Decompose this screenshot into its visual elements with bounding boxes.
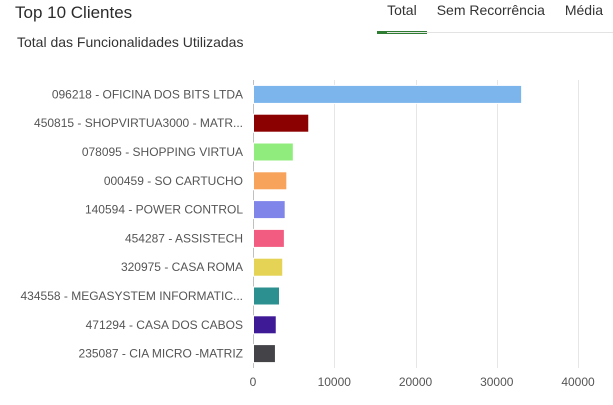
tab-media[interactable]: Média	[564, 2, 603, 18]
category-label: 140594 - POWER CONTROL	[85, 203, 243, 217]
bar	[253, 142, 294, 162]
bar	[253, 286, 280, 306]
category-label-layer: 096218 - OFICINA DOS BITS LTDA 450815 - S…	[21, 87, 244, 360]
bar	[253, 315, 277, 335]
x-tick-label: 20000	[399, 375, 433, 389]
bar	[253, 113, 310, 133]
x-tick-label: 40000	[561, 375, 595, 389]
category-label: 454287 - ASSISTECH	[125, 231, 243, 245]
category-label: 450815 - SHOPVIRTUA3000 - MATR...	[34, 116, 243, 130]
x-tick-label: 0	[250, 375, 257, 389]
bar	[253, 171, 288, 191]
bar	[253, 200, 286, 220]
x-tick-label: 30000	[480, 375, 514, 389]
bar	[253, 257, 284, 277]
tabs-divider	[387, 32, 613, 33]
category-label: 320975 - CASA ROMA	[121, 260, 243, 274]
category-label: 096218 - OFICINA DOS BITS LTDA	[52, 87, 243, 101]
category-label: 235087 - CIA MICRO -MATRIZ	[79, 347, 243, 361]
view-tabs: Total Sem Recorrência Média	[377, 0, 613, 34]
bar	[253, 228, 285, 248]
bar	[253, 344, 276, 364]
category-label: 078095 - SHOPPING VIRTUA	[82, 145, 243, 159]
bar-layer	[253, 84, 523, 364]
category-label: 471294 - CASA DOS CABOS	[86, 318, 243, 332]
bar	[253, 84, 523, 104]
category-label: 434558 - MEGASYSTEM INFORMATIC...	[21, 289, 244, 303]
tick-label-layer: 0 10000 20000 30000 40000	[250, 375, 595, 389]
chart-subtitle: Total das Funcionalidades Utilizadas	[17, 34, 244, 50]
category-label: 000459 - SO CARTUCHO	[104, 174, 243, 188]
tab-sem-recorrencia[interactable]: Sem Recorrência	[436, 2, 545, 18]
chart-title: Top 10 Clientes	[15, 3, 133, 22]
x-tick-label: 10000	[318, 375, 352, 389]
